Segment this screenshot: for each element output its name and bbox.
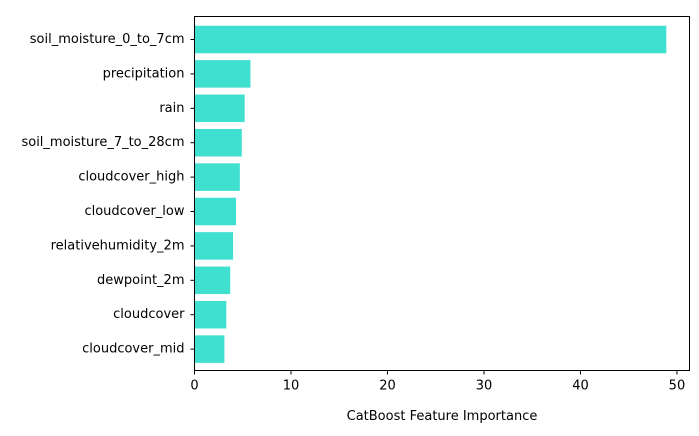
- x-axis-label: CatBoost Feature Importance: [347, 409, 538, 424]
- x-tick-label: 10: [283, 379, 300, 394]
- y-tick-label: cloudcover_mid: [82, 342, 184, 357]
- bar-precipitation: [194, 60, 251, 88]
- x-tick-label: 20: [379, 379, 396, 394]
- y-tick-label: soil_moisture_0_to_7cm: [30, 32, 185, 47]
- x-tick-label: 50: [669, 379, 686, 394]
- bar-soil_moisture_0_to_7cm: [194, 25, 667, 54]
- bar-cloudcover: [194, 300, 227, 329]
- bar-rain: [194, 94, 245, 123]
- x-tick-label: 0: [190, 379, 198, 394]
- bar-relativehumidity_2m: [194, 232, 234, 260]
- y-tick-label: cloudcover: [113, 307, 185, 322]
- y-tick-label: soil_moisture_7_to_28cm: [21, 135, 184, 150]
- y-tick-label: precipitation: [103, 66, 185, 81]
- x-tick-label: 30: [476, 379, 493, 394]
- bar-dewpoint_2m: [194, 266, 231, 295]
- bar-cloudcover_low: [194, 197, 236, 226]
- bar-soil_moisture_7_to_28cm: [194, 128, 242, 157]
- bars-group: [194, 25, 667, 363]
- y-tick-label: cloudcover_high: [78, 170, 184, 185]
- plot-frame: [194, 16, 690, 371]
- x-axis-ticks: 0 10 20 30 40 50: [190, 370, 686, 394]
- x-tick-label: 40: [572, 379, 589, 394]
- y-tick-label: dewpoint_2m: [97, 273, 184, 288]
- y-tick-label: relativehumidity_2m: [51, 238, 185, 253]
- bar-cloudcover_high: [194, 163, 240, 191]
- y-tick-label: rain: [159, 101, 184, 116]
- bar-cloudcover_mid: [194, 335, 225, 363]
- y-tick-label: cloudcover_low: [84, 204, 184, 219]
- y-axis-ticks: soil_moisture_0_to_7cm precipitation rain s…: [21, 32, 195, 357]
